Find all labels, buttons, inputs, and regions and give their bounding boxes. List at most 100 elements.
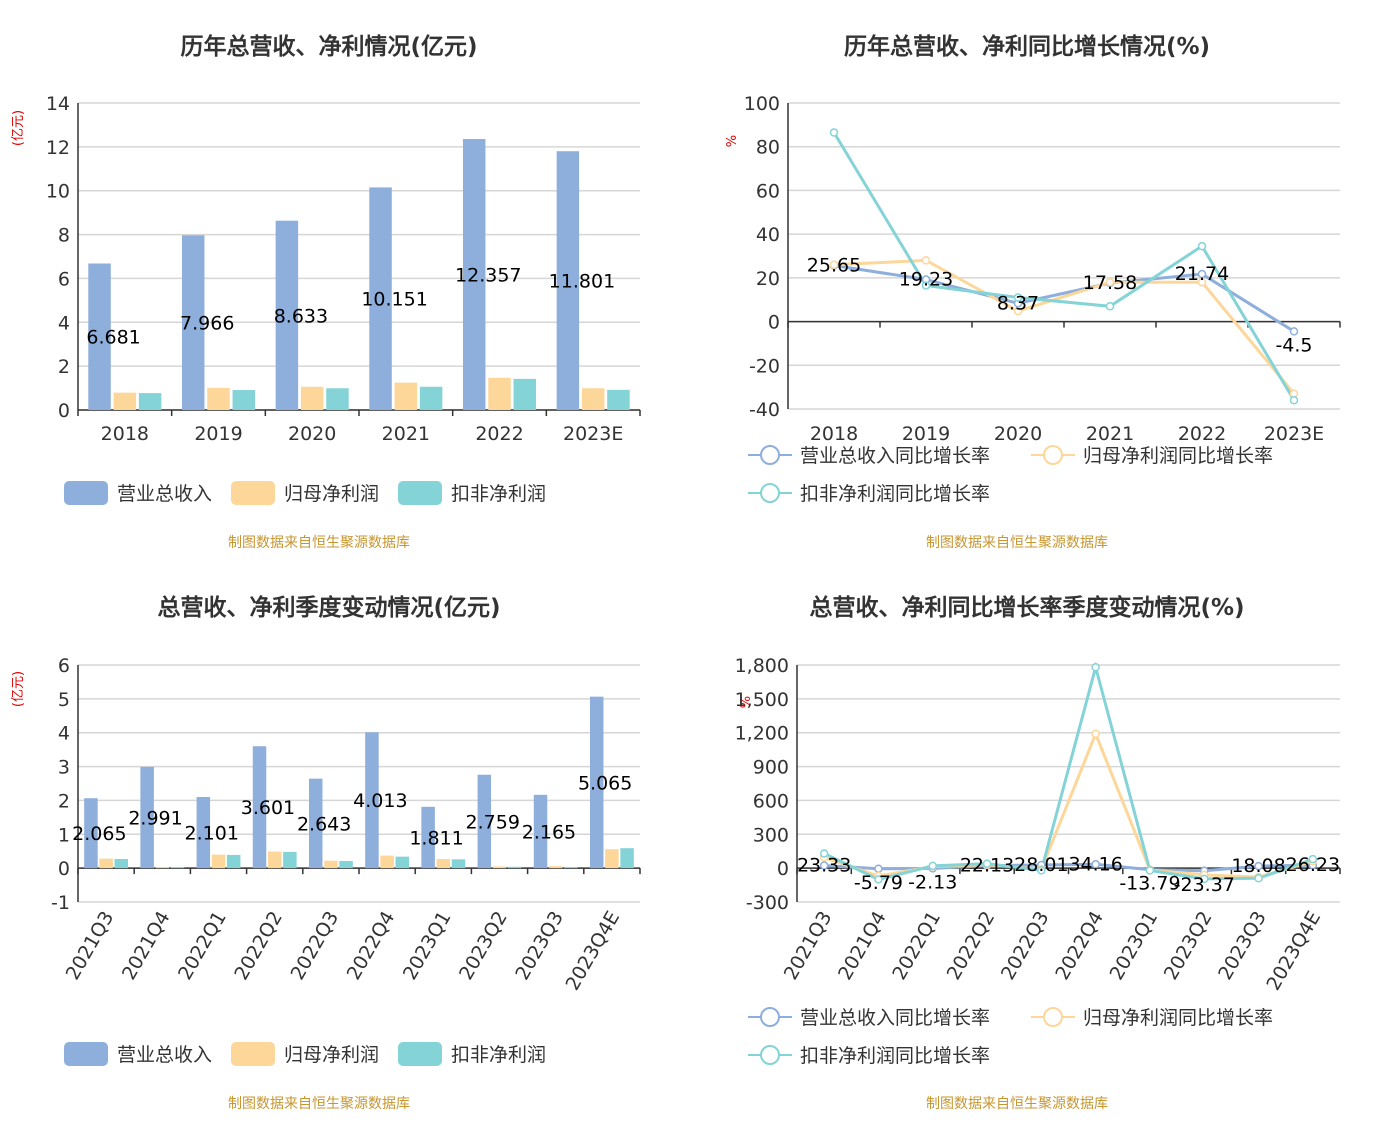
x-tick-label: 2019: [902, 423, 950, 445]
bar-归母净利润-2022Q1: [211, 854, 226, 869]
bar-归母净利润-2023E: [581, 388, 605, 410]
y-tick-label: -300: [746, 892, 789, 914]
legend-label: 营业总收入同比增长率: [800, 1007, 990, 1029]
y-tick-label: 12: [46, 137, 70, 159]
y-tick-label: 3: [58, 757, 70, 779]
legend-swatch: [64, 481, 108, 505]
bar-归母净利润-2023Q2: [492, 866, 507, 869]
chart-title: 历年总营收、净利同比增长情况(%): [844, 33, 1210, 60]
bar-归母净利润-2022Q3: [324, 860, 338, 869]
y-tick-label: 1,200: [735, 723, 789, 745]
x-tick-label: 2023Q4E: [1262, 908, 1325, 995]
legend-item-归母净利润[interactable]: 归母净利润: [231, 1042, 379, 1066]
point-营业总收入同比增长率-2023E: [1289, 327, 1299, 336]
x-tick-label: 2022Q4: [1051, 908, 1108, 984]
legend-item-营业总收入同比增长率[interactable]: 营业总收入同比增长率: [748, 1007, 990, 1029]
point-扣非净利润同比增长率-2023Q1: [1145, 866, 1155, 875]
y-tick-label: 4: [58, 723, 70, 745]
legend-item-扣非净利润[interactable]: 扣非净利润: [398, 481, 546, 505]
data-label: 12.357: [455, 265, 521, 287]
annual-revenue-profit-chart: 历年总营收、净利情况(亿元) (亿元) 0 2 4 6 8 10 12 14 2018 2019 202…: [0, 0, 698, 571]
legend-marker: [760, 483, 780, 503]
y-axis-unit: %: [725, 135, 740, 147]
data-label: 2.065: [72, 823, 126, 845]
point-扣非净利润同比增长率-2022Q1: [928, 861, 937, 871]
point-扣非净利润同比增长率-2022Q3: [1037, 866, 1046, 875]
legend-item-扣非净利润同比增长率[interactable]: 扣非净利润同比增长率: [748, 1045, 990, 1067]
source-note: 制图数据来自恒生聚源数据库: [228, 1096, 410, 1112]
point-营业总收入同比增长率-2022: [1197, 269, 1207, 279]
bar-营业总收入-2023E: [556, 151, 580, 410]
legend-item-营业总收入[interactable]: 营业总收入: [64, 1042, 212, 1066]
bar-归母净利润-2023Q3: [548, 866, 563, 869]
point-归母净利润同比增长率-2021: [1105, 277, 1115, 287]
source-note: 制图数据来自恒生聚源数据库: [926, 535, 1108, 551]
bar-扣非净利润-2019: [232, 390, 256, 410]
data-label: 8.633: [274, 305, 328, 327]
data-label: 19.23: [899, 269, 953, 291]
point-归母净利润同比增长率-2020: [1013, 306, 1023, 316]
legend-item-归母净利润同比增长率[interactable]: 归母净利润同比增长率: [1031, 445, 1273, 467]
x-tick-label: 2021Q3: [780, 908, 837, 984]
chart-svg: 历年总营收、净利同比增长情况(%)% -40 -20 0 20 40 60 80 100 2018…: [725, 33, 1341, 551]
x-tick-label: 2023E: [1264, 423, 1324, 445]
legend-label: 归母净利润: [284, 1044, 379, 1066]
y-tick-label: 0: [768, 312, 780, 334]
y-tick-label: 5: [58, 689, 70, 711]
data-label: 23.33: [797, 855, 851, 877]
bar-营业总收入-2023Q1: [421, 806, 435, 869]
x-tick-label: 2022Q3: [286, 908, 343, 984]
bar-归母净利润-2021: [394, 382, 418, 410]
legend-swatch: [64, 1042, 108, 1066]
legend-item-营业总收入同比增长率[interactable]: 营业总收入同比增长率: [748, 445, 990, 467]
source-note: 制图数据来自恒生聚源数据库: [228, 535, 410, 551]
y-tick-label: 1: [58, 824, 70, 846]
y-tick-label: 14: [46, 93, 70, 115]
y-tick-label: 10: [46, 181, 70, 203]
source-note: 制图数据来自恒生聚源数据库: [926, 1096, 1108, 1112]
bar-扣非净利润-2022: [513, 378, 537, 410]
bar-扣非净利润-2021Q4: [170, 867, 185, 869]
x-tick-label: 2023Q3: [511, 908, 568, 984]
bar-归母净利润-2022Q2: [267, 851, 282, 869]
legend-item-扣非净利润同比增长率[interactable]: 扣非净利润同比增长率: [748, 483, 990, 505]
y-tick-label: 600: [753, 790, 789, 812]
data-label: -13.79: [1119, 873, 1180, 895]
data-label: 2.759: [466, 811, 520, 833]
y-axis-unit: %: [739, 696, 754, 708]
x-tick-label: 2023Q1: [1106, 908, 1163, 984]
legend-item-扣非净利润[interactable]: 扣非净利润: [398, 1042, 546, 1066]
data-label: 2.643: [297, 813, 351, 835]
bar-扣非净利润-2018: [138, 393, 162, 410]
bar-营业总收入-2023Q3: [533, 794, 548, 869]
legend-marker: [1043, 1007, 1063, 1027]
legend-item-归母净利润同比增长率[interactable]: 归母净利润同比增长率: [1031, 1007, 1273, 1029]
bar-归母净利润-2022Q4: [380, 855, 394, 869]
legend-item-归母净利润[interactable]: 归母净利润: [231, 481, 379, 505]
quarterly-growth-rate-chart: 总营收、净利同比增长率季度变动情况(%)% -300 0 300 600 900 1,200…: [698, 571, 1396, 1143]
point-扣非净利润同比增长率-2022: [1197, 241, 1207, 251]
y-tick-label: 6: [58, 268, 70, 290]
data-label: 8.37: [997, 292, 1039, 314]
legend-label: 营业总收入: [117, 483, 212, 505]
legend-item-营业总收入[interactable]: 营业总收入: [64, 481, 212, 505]
chart-svg: 总营收、净利季度变动情况(亿元) (亿元) -1 0 1 2 3 4 5 6 2021Q3 2021Q…: [11, 594, 641, 1112]
data-label: 10.151: [361, 289, 427, 311]
y-tick-label: 6: [58, 655, 70, 677]
bar-营业总收入-2022Q4: [365, 732, 379, 869]
point-归母净利润同比增长率-2022: [1197, 277, 1207, 287]
y-tick-label: 2: [58, 790, 70, 812]
legend-label: 扣非净利润: [451, 483, 546, 505]
legend-label: 归母净利润同比增长率: [1083, 1007, 1273, 1029]
point-扣非净利润同比增长率-2019: [921, 281, 931, 290]
point-扣非净利润同比增长率-2022Q2: [982, 859, 992, 868]
data-label: -5.79: [854, 872, 903, 894]
x-tick-label: 2022Q4: [343, 908, 400, 984]
y-axis-unit: (亿元): [11, 671, 26, 707]
data-label: 18.08: [1231, 855, 1285, 877]
bar-归母净利润-2023Q4E: [605, 849, 619, 869]
legend-label: 扣非净利润同比增长率: [800, 483, 990, 505]
bar-扣非净利润-2023E: [607, 389, 630, 410]
point-扣非净利润同比增长率-2018: [829, 128, 839, 137]
legend-marker: [1043, 445, 1063, 465]
